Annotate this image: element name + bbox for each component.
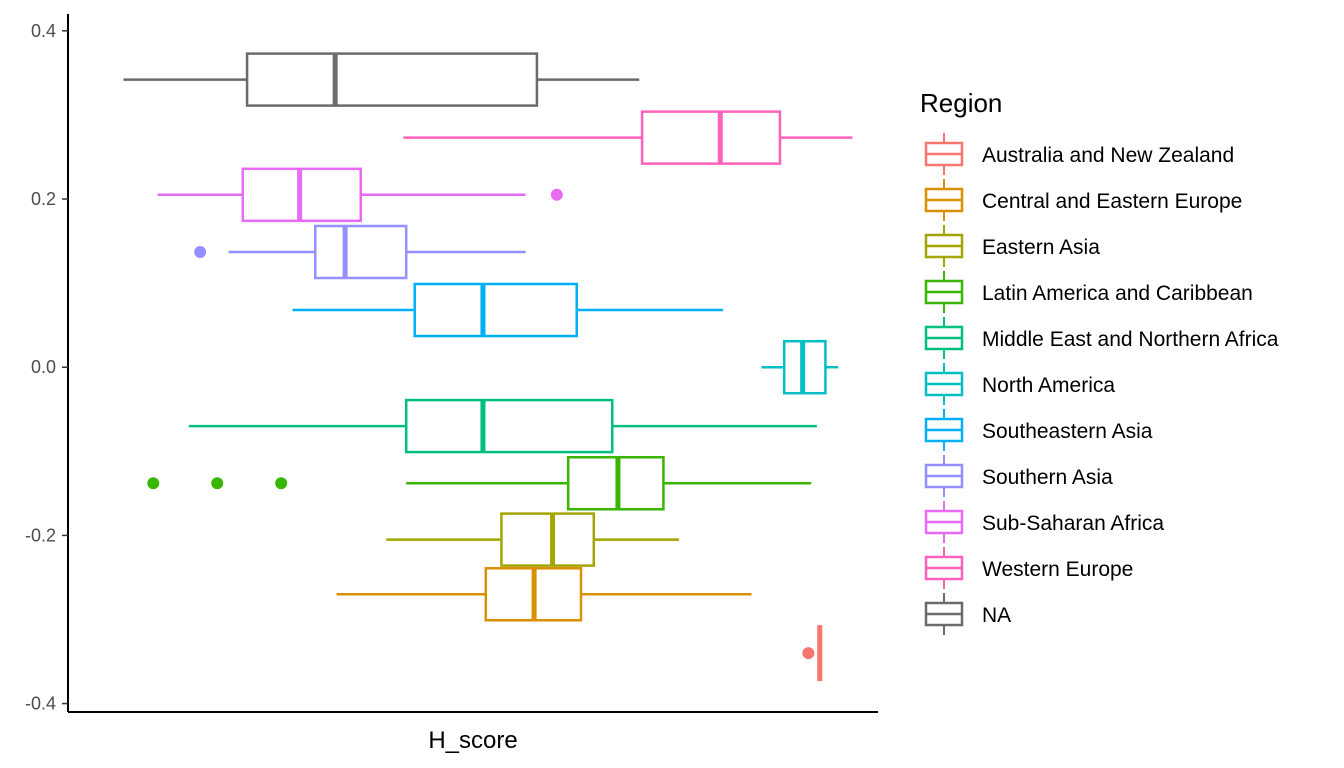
- legend-key: [924, 179, 964, 221]
- legend-label: NA: [982, 604, 1011, 627]
- legend-key: [924, 225, 964, 267]
- y-tick-label: 0.0: [31, 357, 56, 377]
- legend-key: [924, 317, 964, 359]
- legend-item: Western Europe: [924, 547, 1133, 589]
- legend-item: North America: [924, 363, 1115, 405]
- legend-key: [924, 271, 964, 313]
- box-southern-asia: [194, 224, 526, 280]
- box-australia-and-new-zealand: [802, 625, 823, 682]
- legend-label: Central and Eastern Europe: [982, 190, 1242, 213]
- legend-key: [924, 547, 964, 589]
- box-na: [123, 52, 640, 107]
- legend-item: Southeastern Asia: [924, 409, 1153, 451]
- legend-key: [924, 593, 964, 635]
- outlier-point: [211, 477, 224, 490]
- box-latin-america-and-caribbean: [147, 456, 812, 511]
- legend-item: Eastern Asia: [924, 225, 1100, 267]
- outlier-point: [802, 647, 815, 660]
- legend-key: [924, 455, 964, 497]
- box-north-america: [761, 339, 839, 395]
- legend-items: Australia and New Zealand Central and Eas…: [924, 133, 1279, 635]
- legend-key: [924, 133, 964, 175]
- legend-label: North America: [982, 374, 1115, 397]
- legend-item: Southern Asia: [924, 455, 1113, 497]
- outlier-point: [194, 245, 207, 258]
- box-middle-east-and-northern-africa: [188, 398, 817, 454]
- y-tick-label: 0.4: [31, 21, 56, 41]
- legend-label: Latin America and Caribbean: [982, 282, 1253, 305]
- legend: Region Australia and New Zealand Central …: [920, 88, 1279, 635]
- box-iqr: [500, 512, 596, 567]
- legend-title: Region: [920, 88, 1002, 118]
- legend-label: Australia and New Zealand: [982, 144, 1234, 167]
- legend-item: Sub-Saharan Africa: [924, 501, 1164, 543]
- box-iqr: [640, 110, 782, 165]
- box-sub-saharan-africa: [157, 167, 563, 223]
- x-axis-title: H_score: [428, 727, 517, 754]
- box-iqr: [314, 224, 408, 280]
- legend-label: Western Europe: [982, 558, 1133, 581]
- y-axis-ticks: 0.4 0.2 0.0 -0.2 -0.4: [25, 21, 68, 714]
- box-central-and-eastern-europe: [336, 567, 752, 622]
- y-tick-label: -0.4: [25, 694, 56, 714]
- box-southeastern-asia: [292, 282, 724, 338]
- outlier-point: [147, 477, 160, 490]
- legend-label: Sub-Saharan Africa: [982, 512, 1164, 535]
- legend-label: Southeastern Asia: [982, 420, 1153, 443]
- legend-key: [924, 363, 964, 405]
- legend-item: NA: [924, 593, 1011, 635]
- legend-item: Middle East and Northern Africa: [924, 317, 1279, 359]
- y-tick-label: 0.2: [31, 189, 56, 209]
- outlier-point: [275, 477, 288, 490]
- legend-label: Eastern Asia: [982, 236, 1100, 259]
- box-eastern-asia: [386, 512, 680, 567]
- y-tick-label: -0.2: [25, 525, 56, 545]
- box-iqr: [413, 282, 578, 338]
- box-western-europe: [403, 110, 853, 165]
- outlier-point: [550, 188, 563, 201]
- legend-key: [924, 501, 964, 543]
- legend-label: Middle East and Northern Africa: [982, 328, 1279, 351]
- legend-key: [924, 409, 964, 451]
- legend-item: Australia and New Zealand: [924, 133, 1234, 175]
- box-iqr: [404, 398, 614, 454]
- box-iqr: [245, 52, 539, 107]
- plot-panel: [123, 52, 853, 682]
- legend-label: Southern Asia: [982, 466, 1113, 489]
- legend-item: Central and Eastern Europe: [924, 179, 1242, 221]
- legend-item: Latin America and Caribbean: [924, 271, 1253, 313]
